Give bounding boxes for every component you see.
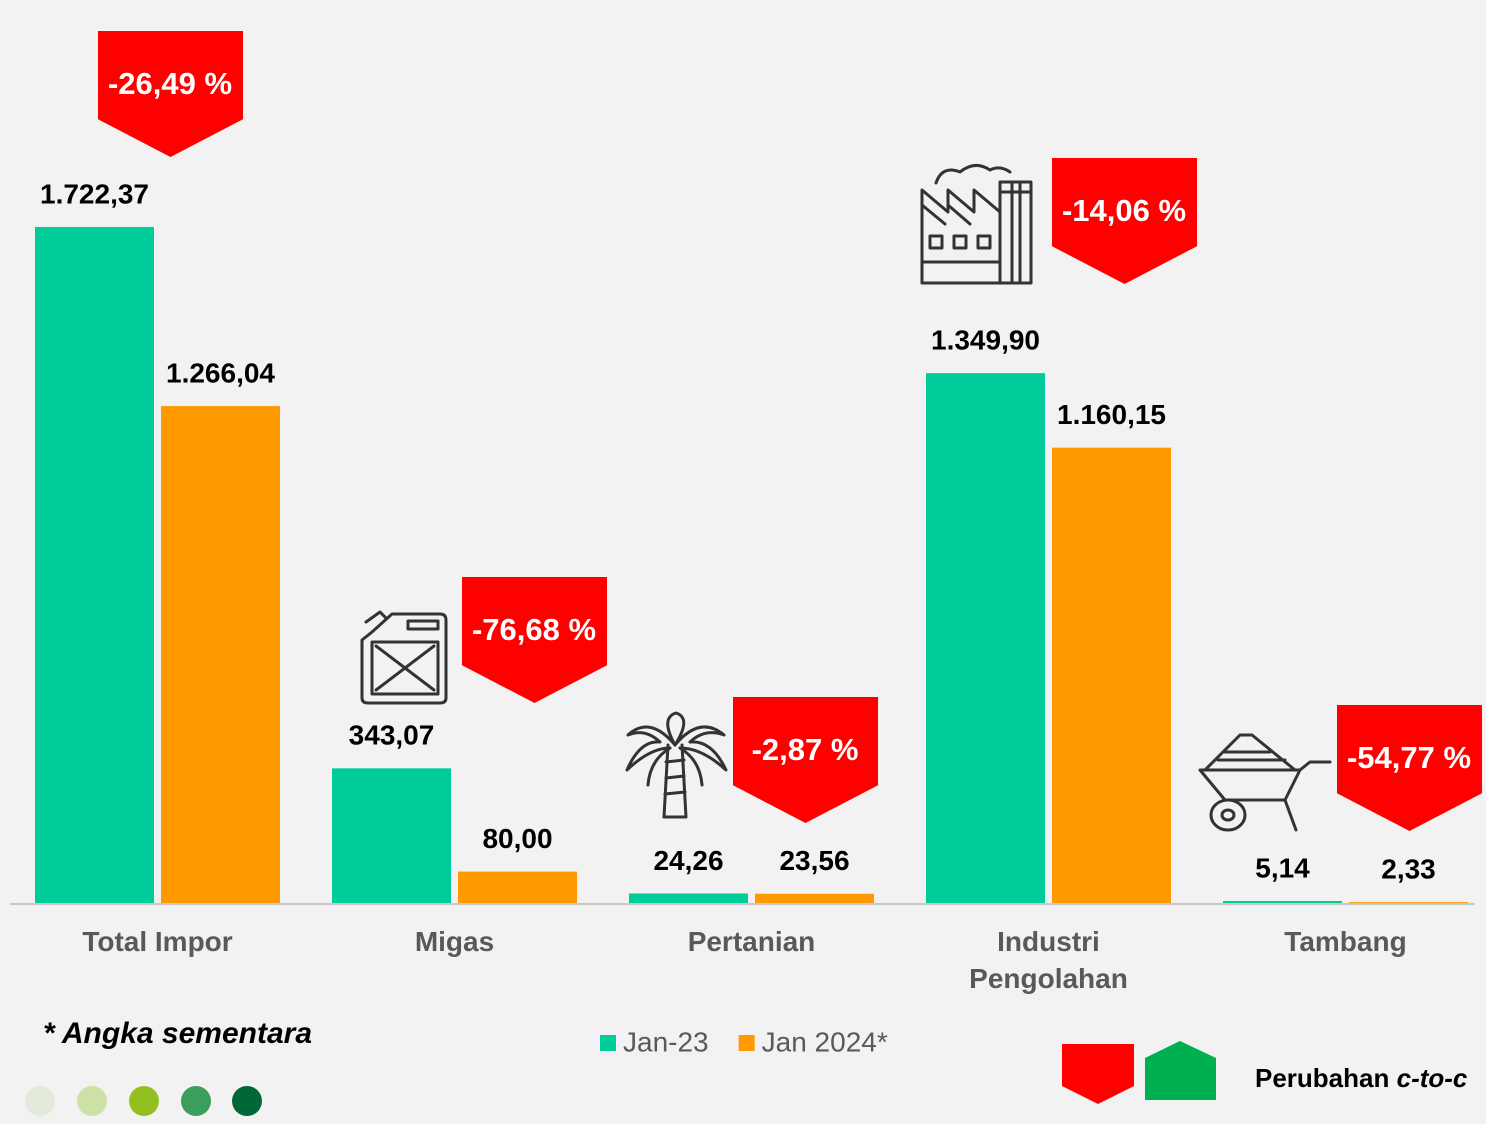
value-label: 23,56 xyxy=(779,845,849,876)
bar xyxy=(1052,447,1171,903)
value-label: 80,00 xyxy=(482,823,552,854)
value-label: 1.349,90 xyxy=(931,325,1040,356)
x-tick-label: Total Impor xyxy=(82,926,233,957)
palm-icon xyxy=(625,711,728,819)
value-label: 343,07 xyxy=(349,720,435,751)
wheelbarrow-icon xyxy=(1198,733,1332,832)
change-label: -2,87 % xyxy=(752,732,859,767)
bar xyxy=(35,226,154,903)
legend-label: Jan 2024* xyxy=(762,1026,888,1057)
x-tick-label: Pertanian xyxy=(687,926,816,957)
change-legend-label: Perubahan c-to-c xyxy=(1255,1063,1468,1093)
value-label: 2,33 xyxy=(1381,853,1436,884)
decor-dot xyxy=(25,1086,55,1116)
footnote: * Angka sementara xyxy=(43,1017,312,1050)
bar xyxy=(755,893,874,903)
value-label: 1.160,15 xyxy=(1057,399,1166,430)
change-legend-text: Perubahan xyxy=(1255,1063,1389,1093)
factory-icon xyxy=(920,164,1033,285)
legend-swatch xyxy=(600,1035,616,1051)
x-tick-label: Tambang xyxy=(1284,926,1407,957)
change-legend-up xyxy=(1145,1041,1216,1100)
change-label: -14,06 % xyxy=(1062,193,1186,228)
decor-dot xyxy=(129,1086,159,1116)
decor-dot xyxy=(232,1086,262,1116)
change-badge xyxy=(98,31,243,157)
change-legend-down xyxy=(1062,1044,1134,1104)
decor-dot xyxy=(181,1086,211,1116)
x-tick-label: Migas xyxy=(414,926,495,957)
value-label: 1.722,37 xyxy=(40,178,149,209)
change-legend-emphasis: c-to-c xyxy=(1397,1063,1468,1093)
bar xyxy=(629,893,748,903)
value-label: 24,26 xyxy=(653,845,723,876)
value-label: 5,14 xyxy=(1255,852,1310,883)
bar xyxy=(458,871,577,903)
change-badge xyxy=(733,697,878,823)
change-badge xyxy=(462,577,607,703)
bar xyxy=(161,406,280,903)
value-label: 1.266,04 xyxy=(166,357,275,388)
change-label: -54,77 % xyxy=(1347,740,1471,775)
bar xyxy=(332,768,451,903)
change-label: -76,68 % xyxy=(472,612,596,647)
decor-dot xyxy=(77,1086,107,1116)
legend-swatch xyxy=(738,1035,755,1051)
x-tick-label: Industri Pengolahan xyxy=(969,926,1128,994)
bar xyxy=(1349,902,1468,904)
bar xyxy=(1223,900,1342,903)
legend-label: Jan-23 xyxy=(623,1026,709,1057)
jerrycan-icon xyxy=(360,610,448,705)
bar xyxy=(926,373,1045,903)
change-badge xyxy=(1337,705,1482,831)
change-label: -26,49 % xyxy=(108,66,232,101)
change-badge xyxy=(1052,158,1197,284)
